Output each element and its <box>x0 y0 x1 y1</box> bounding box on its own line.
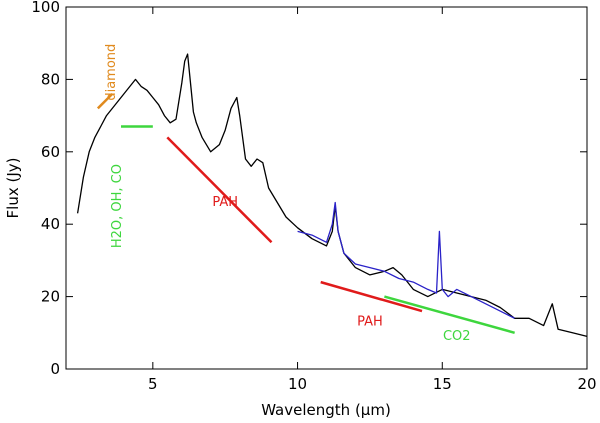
annotation-line-2 <box>166 136 273 244</box>
annotation-layer: diamond H2O, OH, CO PAH PAH CO2 <box>96 44 515 344</box>
x-tick-label-0: 5 <box>148 375 158 393</box>
x-tick-label-2: 15 <box>433 375 452 393</box>
annotation-label-3: PAH <box>357 315 383 330</box>
annotation-label-4: CO2 <box>443 329 471 344</box>
y-tick-label-0: 0 <box>50 360 60 378</box>
y-tick-label-2: 40 <box>41 215 60 233</box>
annotation-line-4 <box>384 295 515 335</box>
annotation-label-2: PAH <box>212 195 238 210</box>
annotation-line-3 <box>320 280 423 313</box>
axis-ticks: 5 10 15 20 0 20 40 60 80 100 <box>31 0 596 393</box>
y-tick-label-4: 80 <box>41 70 60 88</box>
x-tick-label-3: 20 <box>577 375 596 393</box>
plot-frame <box>65 6 588 370</box>
annotation-line-0 <box>96 92 114 110</box>
series-line-1 <box>297 201 515 319</box>
x-axis-label: Wavelength (μm) <box>261 401 391 419</box>
y-axis-label: Flux (Jy) <box>4 158 22 219</box>
annotation-label-1: H2O, OH, CO <box>110 164 125 248</box>
series-layer <box>76 53 588 338</box>
y-tick-label-1: 20 <box>41 288 60 306</box>
y-tick-label-5: 100 <box>31 0 60 16</box>
annotation-label-0: diamond <box>104 44 119 101</box>
x-tick-label-1: 10 <box>288 375 307 393</box>
series-line-0 <box>76 53 588 338</box>
y-tick-label-3: 60 <box>41 143 60 161</box>
